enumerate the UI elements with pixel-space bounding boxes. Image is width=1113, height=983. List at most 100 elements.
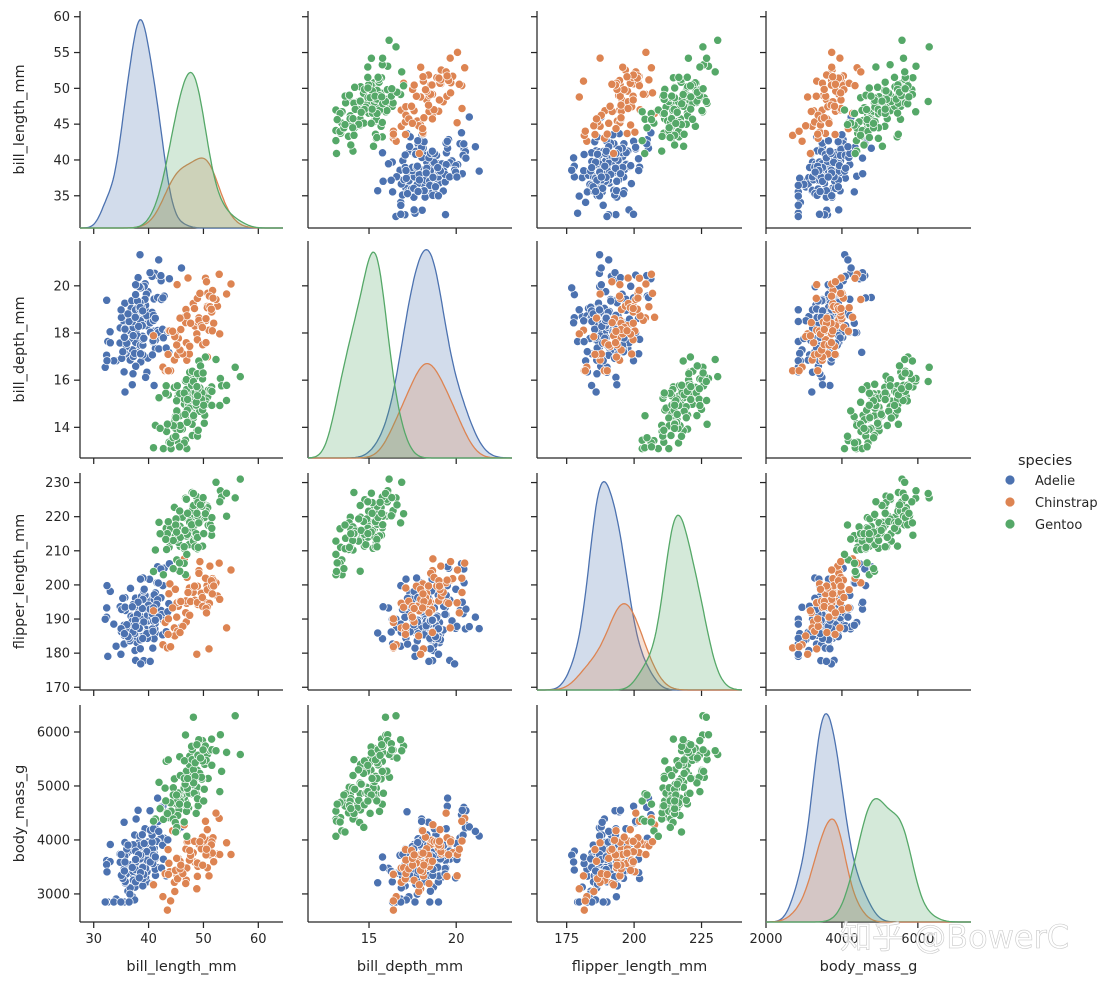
kde-line-gentoo [80, 71, 283, 229]
scatter-point [681, 413, 691, 423]
scatter-point [850, 558, 859, 568]
scatter-point [197, 322, 207, 332]
scatter-point [907, 518, 917, 528]
scatter-point [580, 896, 590, 906]
scatter-point [222, 488, 231, 498]
scatter-point [628, 95, 638, 105]
scatter-point [672, 779, 682, 789]
scatter-point [363, 83, 373, 93]
scatter-point [595, 250, 605, 260]
scatter-point [850, 438, 859, 448]
scatter-point [850, 81, 860, 91]
scatter-point [138, 634, 148, 643]
scatter-point [622, 72, 632, 82]
scatter-point [602, 869, 612, 879]
scatter-point [367, 774, 377, 783]
scatter-point [149, 381, 159, 390]
scatter-point [695, 787, 705, 797]
scatter-point [424, 100, 433, 110]
scatter-point [442, 136, 452, 146]
scatter-point [877, 141, 887, 151]
scatter-point [133, 805, 143, 815]
scatter-point [835, 53, 845, 63]
panel-flipper-length-mm-vs-flipper-length-mm [531, 473, 743, 696]
scatter-point [893, 129, 903, 139]
scatter-point [149, 880, 158, 890]
scatter-point [823, 172, 833, 182]
scatter-point [373, 186, 383, 196]
species-legend: species Adelie Chinstrap Gentoo [1004, 453, 1098, 533]
scatter-point [702, 396, 712, 405]
scatter-point [677, 380, 687, 390]
panel-bill-depth-mm-vs-body-mass-g [760, 241, 971, 464]
scatter-point [421, 168, 431, 178]
y-tick-label: 14 [53, 421, 70, 436]
scatter-point [474, 624, 484, 634]
scatter-point [443, 793, 453, 803]
scatter-point [130, 312, 140, 322]
scatter-point [611, 210, 621, 220]
scatter-point [100, 614, 110, 624]
scatter-point [850, 273, 860, 283]
scatter-point [199, 529, 209, 539]
x-tick-label: 15 [361, 932, 378, 947]
scatter-point [911, 61, 921, 71]
scatter-point [793, 180, 803, 190]
scatter-point [839, 593, 849, 602]
scatter-point [163, 629, 173, 639]
scatter-point [674, 72, 684, 82]
scatter-point [713, 372, 723, 382]
scatter-point [650, 312, 660, 322]
scatter-point [349, 130, 359, 140]
scatter-point [885, 492, 895, 502]
scatter-point [198, 493, 208, 503]
scatter-point [623, 104, 633, 113]
scatter-point [616, 100, 626, 110]
scatter-point [631, 808, 641, 818]
scatter-point [843, 326, 853, 336]
scatter-point [664, 123, 674, 133]
scatter-point [574, 329, 584, 339]
scatter-point [378, 53, 388, 63]
x-axis-title-bill-length-mm: bill_length_mm [126, 959, 236, 975]
scatter-point [149, 606, 158, 616]
scatter-point [139, 839, 149, 848]
scatter-series-chinstrap [788, 47, 866, 158]
scatter-point [154, 393, 164, 403]
scatter-point [713, 35, 723, 45]
scatter-point [414, 175, 424, 185]
scatter-point [190, 304, 199, 313]
scatter-point [857, 347, 867, 357]
scatter-point [211, 808, 221, 818]
scatter-point [350, 82, 360, 92]
scatter-point [131, 290, 141, 300]
scatter-point [686, 92, 696, 102]
scatter-point [181, 730, 190, 740]
scatter-point [119, 332, 129, 342]
scatter-point [793, 619, 803, 629]
scatter-point [409, 80, 419, 90]
scatter-point [145, 268, 155, 278]
scatter-point [858, 597, 868, 607]
scatter-point [659, 425, 669, 435]
scatter-point [574, 305, 584, 315]
scatter-point [697, 106, 707, 116]
scatter-point [381, 712, 390, 722]
panel-bill-length-mm-vs-bill-depth-mm [302, 11, 512, 234]
scatter-point [579, 150, 589, 159]
scatter-point [161, 388, 171, 398]
scatter-point [377, 92, 387, 102]
scatter-point [208, 293, 218, 303]
scatter-point [856, 295, 866, 304]
scatter-point [363, 497, 373, 507]
scatter-point [182, 831, 192, 841]
scatter-point [579, 905, 589, 915]
scatter-point [396, 200, 406, 210]
scatter-point [373, 878, 383, 888]
legend-label-adelie: Adelie [1035, 474, 1075, 489]
scatter-point [388, 869, 398, 879]
scatter-point [807, 387, 817, 397]
scatter-point [793, 191, 803, 201]
scatter-point [331, 136, 341, 146]
scatter-point [811, 91, 821, 101]
